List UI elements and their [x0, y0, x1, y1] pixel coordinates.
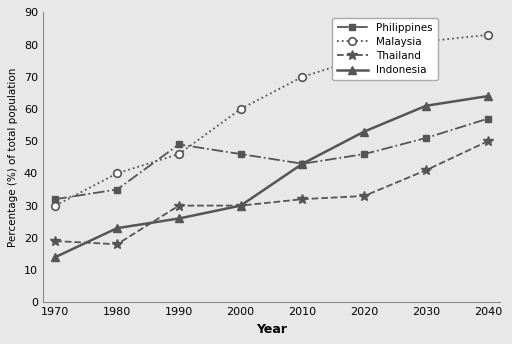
Malaysia — [114, 171, 120, 175]
Thailand — [300, 197, 306, 201]
Philippines — [300, 162, 306, 166]
Malaysia — [52, 204, 58, 208]
Legend: Philippines, Malaysia, Thailand, Indonesia: Philippines, Malaysia, Thailand, Indones… — [332, 18, 438, 80]
Philippines — [423, 136, 429, 140]
Malaysia — [485, 33, 491, 37]
Indonesia — [423, 104, 429, 108]
Philippines — [361, 152, 367, 156]
Philippines — [52, 197, 58, 201]
Indonesia — [361, 129, 367, 133]
Indonesia — [114, 226, 120, 230]
Thailand — [238, 204, 244, 208]
Philippines — [485, 117, 491, 121]
Indonesia — [238, 204, 244, 208]
Indonesia — [52, 255, 58, 259]
Thailand — [423, 168, 429, 172]
Indonesia — [300, 162, 306, 166]
Line: Philippines: Philippines — [52, 115, 492, 203]
Malaysia — [238, 107, 244, 111]
Indonesia — [176, 216, 182, 221]
Y-axis label: Percentage (%) of total population: Percentage (%) of total population — [8, 68, 18, 247]
Thailand — [114, 242, 120, 246]
Malaysia — [300, 75, 306, 79]
Malaysia — [361, 55, 367, 60]
Philippines — [176, 142, 182, 147]
Line: Thailand: Thailand — [50, 136, 493, 249]
Thailand — [176, 204, 182, 208]
X-axis label: Year: Year — [256, 323, 287, 336]
Thailand — [485, 139, 491, 143]
Malaysia — [423, 39, 429, 43]
Line: Malaysia: Malaysia — [51, 31, 492, 209]
Thailand — [52, 239, 58, 243]
Line: Indonesia: Indonesia — [51, 92, 492, 261]
Indonesia — [485, 94, 491, 98]
Philippines — [238, 152, 244, 156]
Philippines — [114, 187, 120, 192]
Malaysia — [176, 152, 182, 156]
Thailand — [361, 194, 367, 198]
